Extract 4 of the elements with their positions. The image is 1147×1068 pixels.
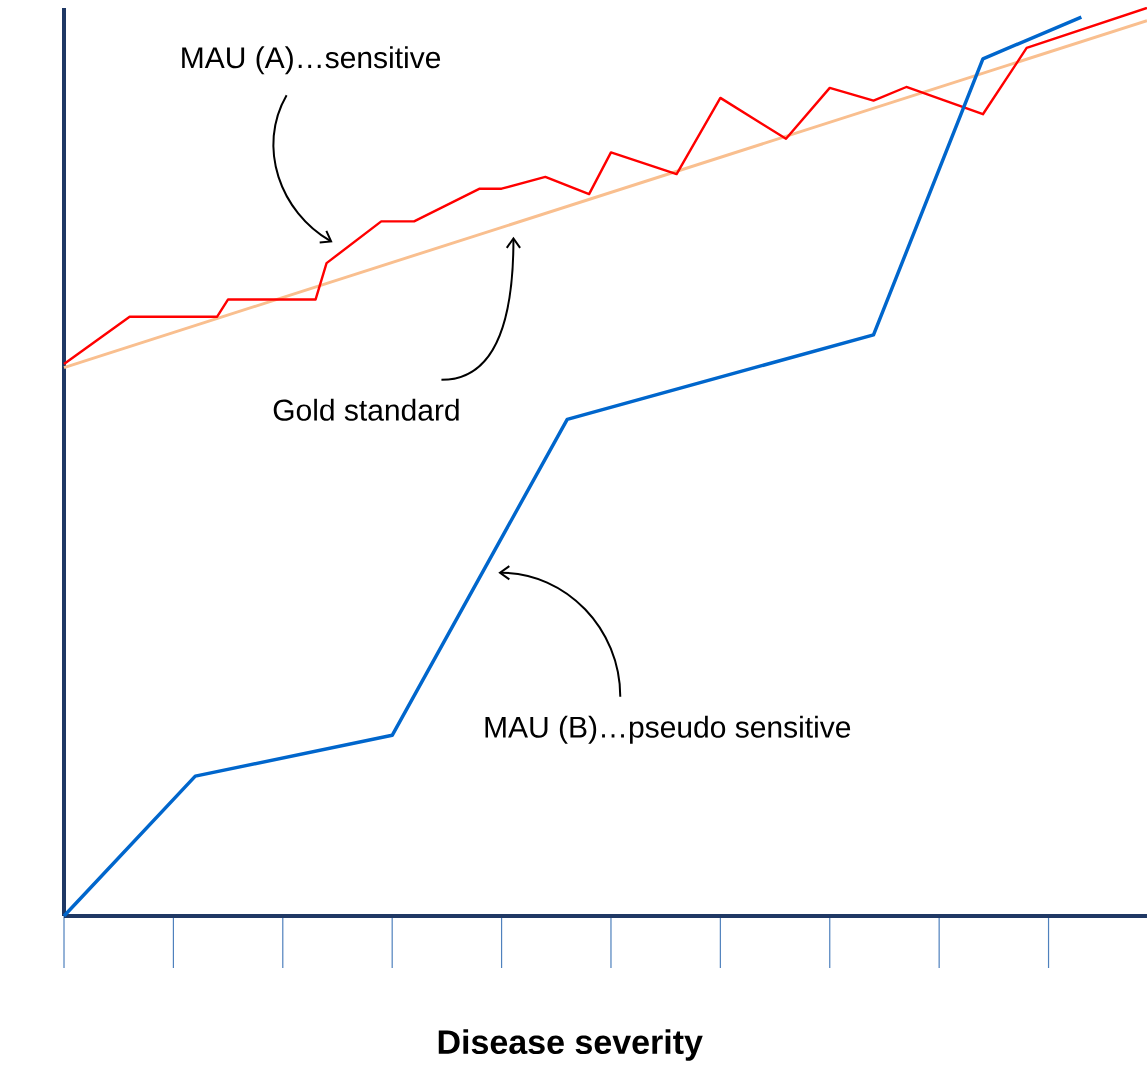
annotation: MAU (A)…sensitive (182, 46, 441, 75)
annotation: Gold standard (273, 398, 459, 421)
x-axis-title: Disease severity (438, 1029, 703, 1061)
annotation: MAU (B)…pseudo sensitive (485, 715, 851, 744)
